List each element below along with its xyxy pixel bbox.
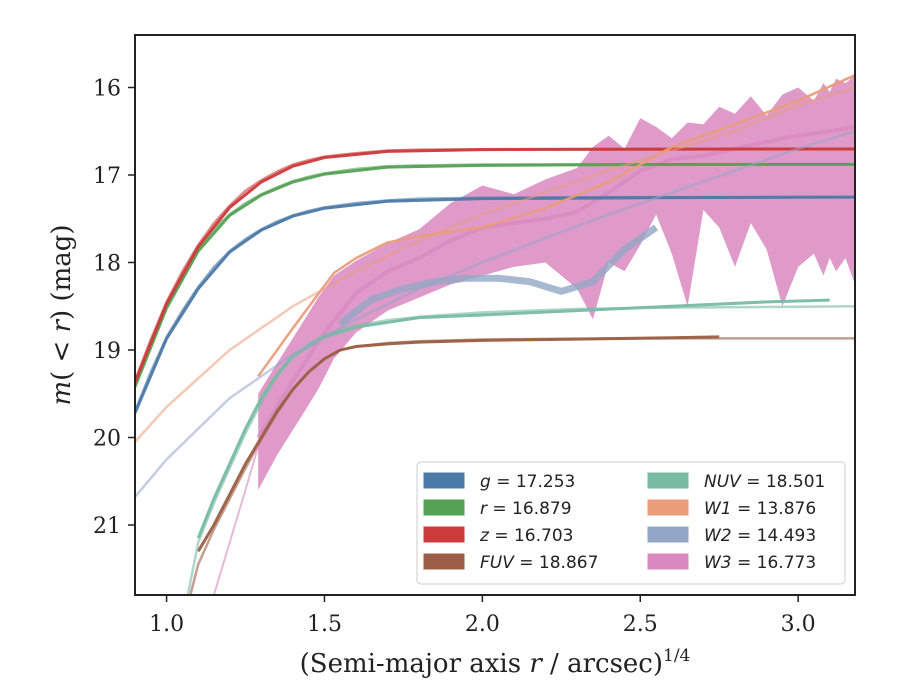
legend-swatch-w2	[647, 526, 689, 543]
error-bands	[256, 75, 855, 490]
series-lines	[135, 74, 855, 595]
band-w3	[258, 75, 855, 490]
y-tick-label: 18	[93, 252, 121, 277]
y-tick-label: 16	[93, 77, 121, 102]
y-axis-ticks: 16 17 18 19 20 21	[93, 77, 135, 539]
legend-label-nuv: NUV = 18.501	[704, 472, 825, 492]
legend-label-w1: W1 = 13.876	[704, 499, 816, 519]
line-r-observed	[135, 162, 855, 388]
y-tick-label: 20	[93, 427, 121, 452]
legend-label-fuv: FUV = 18.867	[480, 553, 598, 573]
legend-label-w2: W2 = 14.493	[704, 526, 816, 546]
x-tick-label: 3.0	[781, 612, 816, 637]
y-tick-label: 17	[93, 164, 121, 189]
legend-swatch-w1	[647, 499, 689, 516]
legend-label-z: z = 16.703	[479, 526, 573, 546]
line-w1-model	[135, 86, 855, 443]
legend-label-g: g = 17.253	[480, 472, 575, 492]
legend-swatch-w3	[647, 553, 689, 570]
y-tick-label: 21	[93, 514, 121, 539]
x-axis-label: (Semi-major axis r / arcsec)1/4	[300, 646, 691, 679]
y-axis-label: m( < r) (mag)	[47, 224, 77, 405]
y-tick-label: 19	[93, 339, 121, 364]
legend-swatch-g	[423, 472, 465, 489]
line-w2-observed	[338, 224, 659, 327]
legend-swatch-r	[423, 499, 465, 516]
x-tick-label: 1.0	[149, 612, 184, 637]
line-w3-profile	[256, 124, 855, 439]
legend-label-w3: W3 = 16.773	[704, 553, 816, 573]
legend: g = 17.253 r = 16.879 z = 16.703 FUV = 18.8…	[416, 461, 846, 585]
line-w1-observed	[257, 74, 855, 378]
line-w2-model	[135, 130, 855, 498]
x-tick-label: 2.5	[623, 612, 658, 637]
line-fuv-observed	[196, 335, 720, 553]
line-w3-model	[212, 446, 260, 595]
plot-frame	[134, 34, 856, 596]
x-tick-label: 1.5	[307, 612, 342, 637]
legend-swatch-fuv	[423, 553, 465, 570]
legend-box	[416, 461, 846, 585]
legend-label-r: r = 16.879	[480, 499, 572, 519]
line-nuv-model	[186, 305, 855, 595]
legend-swatch-nuv	[647, 472, 689, 489]
line-g-observed	[135, 195, 855, 414]
x-axis-ticks: 1.0 1.5 2.0 2.5 3.0	[149, 595, 816, 637]
legend-swatch-z	[423, 526, 465, 543]
x-tick-label: 2.0	[465, 612, 500, 637]
